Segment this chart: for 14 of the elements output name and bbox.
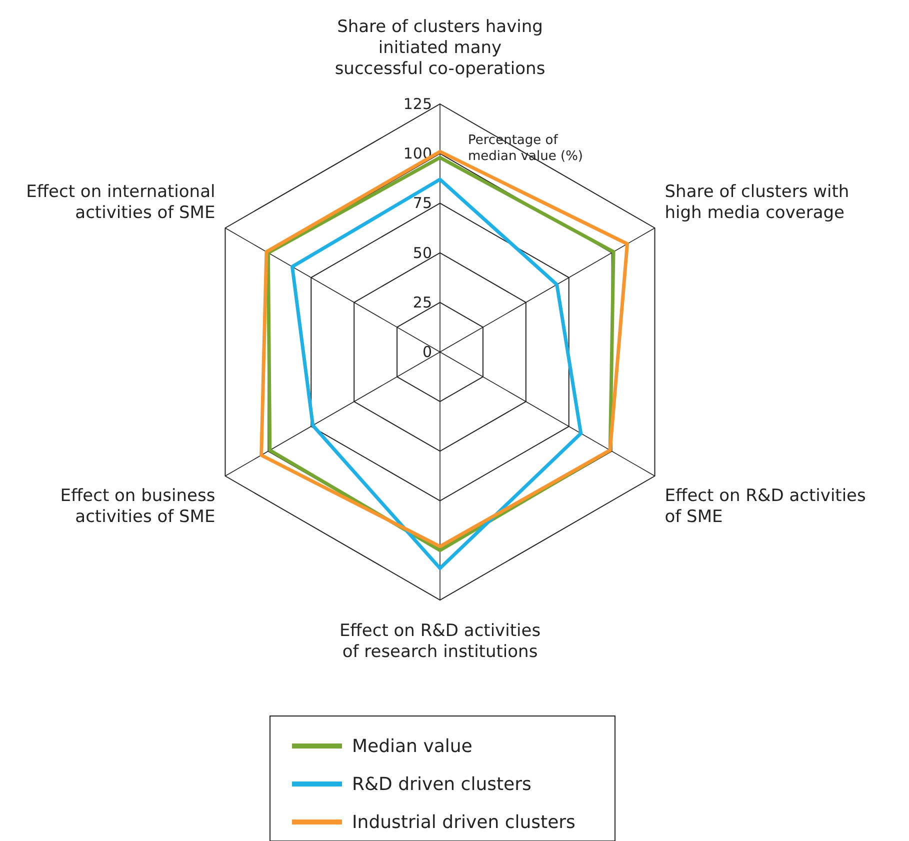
spoke-label: Effect on international activities of SME bbox=[26, 182, 216, 223]
spoke-label: Effect on R&D activities of research institutions bbox=[339, 621, 541, 662]
y-tick-label: 25 bbox=[412, 293, 432, 312]
spoke-label: Share of clusters with high media coverage bbox=[664, 182, 850, 223]
spoke-label: Share of clusters having initiated many successful co-operations bbox=[334, 17, 546, 79]
y-tick-label: 50 bbox=[412, 244, 432, 262]
y-tick-label: 0 bbox=[422, 343, 432, 361]
y-tick-label: 125 bbox=[403, 95, 432, 113]
y-tick-label: 75 bbox=[412, 194, 432, 212]
spoke-label: Effect on R&D activities of SME bbox=[664, 486, 866, 527]
legend-label: R&D driven clusters bbox=[352, 774, 532, 795]
legend-label: Median value bbox=[352, 736, 472, 757]
legend-label: Industrial driven clusters bbox=[352, 812, 576, 833]
spoke-label: Effect on business activities of SME bbox=[60, 486, 216, 527]
